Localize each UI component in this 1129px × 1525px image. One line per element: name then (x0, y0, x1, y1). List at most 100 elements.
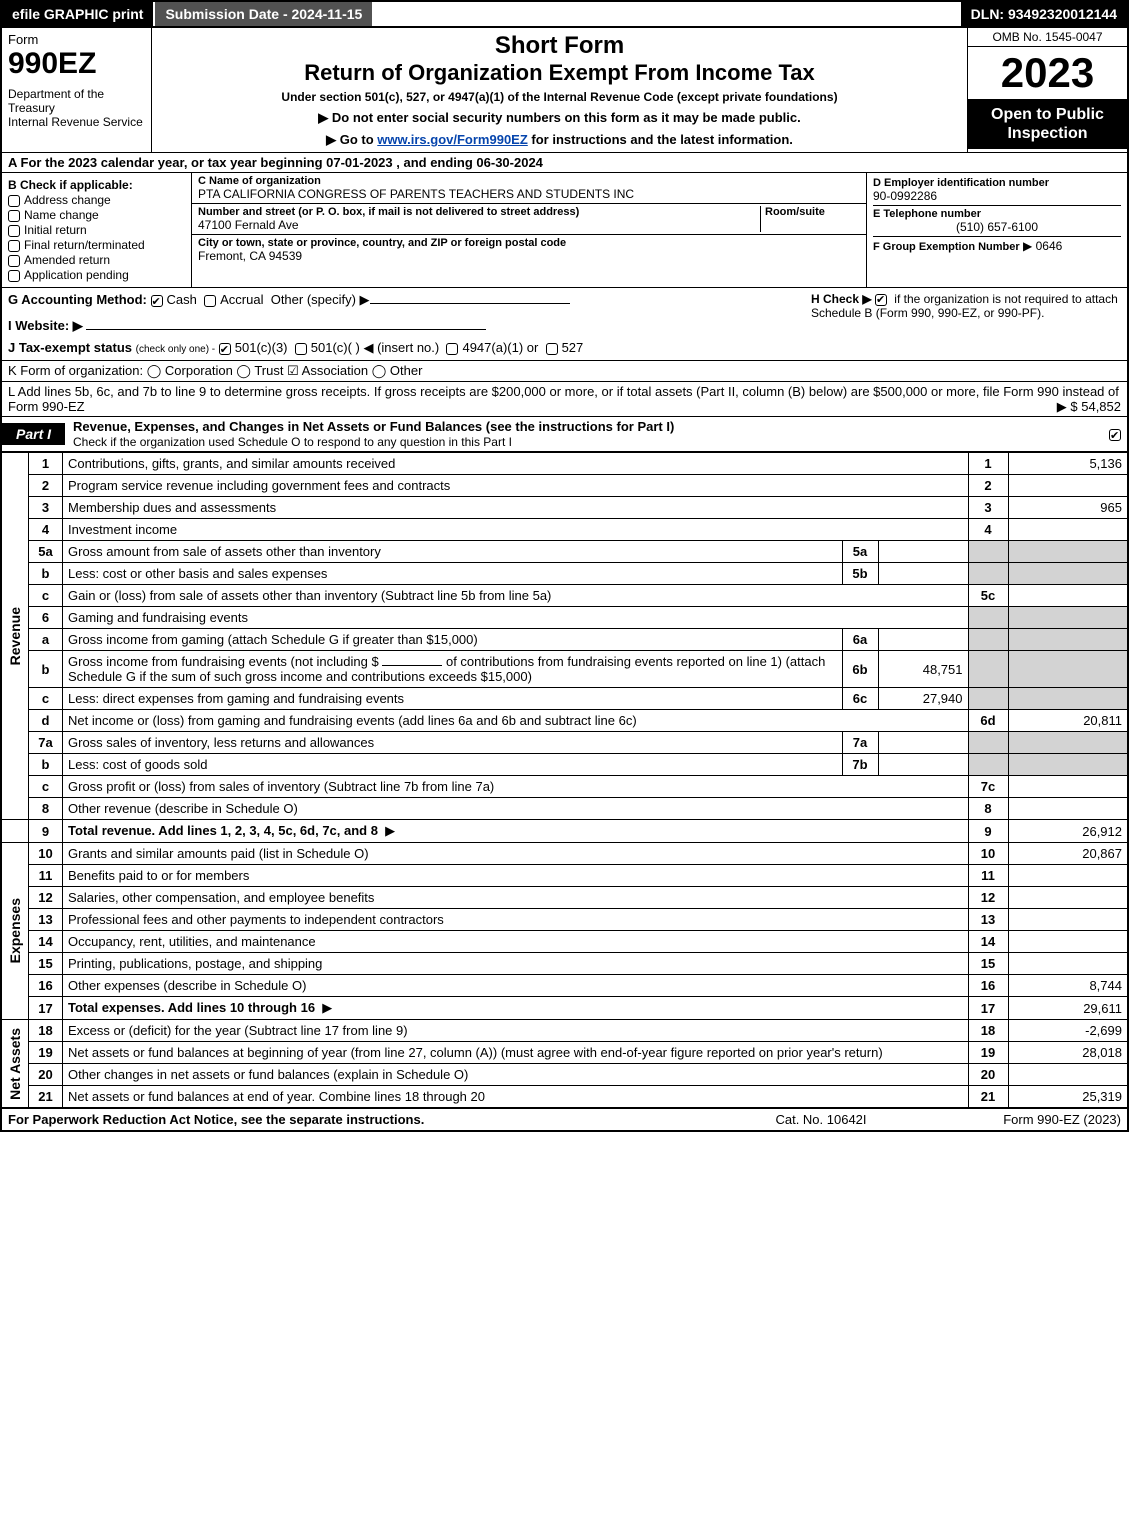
line-13-num: 13 (29, 909, 63, 931)
line-20-box: 20 (968, 1064, 1008, 1086)
instructions-link-row: ▶ Go to www.irs.gov/Form990EZ for instru… (158, 132, 961, 148)
line-5a-sval (878, 541, 968, 563)
line-6c-gray (968, 688, 1008, 710)
line-9-num: 9 (29, 820, 63, 843)
line-6-gray2 (1008, 607, 1128, 629)
vlabel-netassets: Net Assets (7, 1028, 23, 1100)
line-6b-gray (968, 651, 1008, 688)
j-label: J Tax-exempt status (8, 340, 132, 355)
line-1-num: 1 (29, 453, 63, 475)
checkbox-4947[interactable] (446, 343, 458, 355)
footer-right: Form 990-EZ (2023) (921, 1112, 1121, 1127)
line-15-amt (1008, 953, 1128, 975)
line-10-desc: Grants and similar amounts paid (list in… (68, 846, 369, 861)
checkbox-accrual[interactable] (204, 295, 216, 307)
efile-print-button[interactable]: efile GRAPHIC print (2, 2, 155, 26)
line-6b-sbox: 6b (842, 651, 878, 688)
line-2-box: 2 (968, 475, 1008, 497)
line-8-amt (1008, 798, 1128, 820)
label-name-change: Name change (24, 208, 99, 222)
checkbox-527[interactable] (546, 343, 558, 355)
row-l: L Add lines 5b, 6c, and 7b to line 9 to … (0, 382, 1129, 417)
line-6-num: 6 (29, 607, 63, 629)
checkbox-name-change[interactable] (8, 210, 20, 222)
line-20-amt (1008, 1064, 1128, 1086)
line-3-num: 3 (29, 497, 63, 519)
org-address: 47100 Fernald Ave (198, 218, 760, 232)
checkbox-amended-return[interactable] (8, 255, 20, 267)
line-5a-gray (968, 541, 1008, 563)
line-6a-desc: Gross income from gaming (attach Schedul… (68, 632, 478, 647)
line-6c-sval: 27,940 (878, 688, 968, 710)
line-4-amt (1008, 519, 1128, 541)
line-13-amt (1008, 909, 1128, 931)
omb-number: OMB No. 1545-0047 (968, 28, 1127, 47)
line-14-desc: Occupancy, rent, utilities, and maintena… (68, 934, 316, 949)
j-note: (check only one) - (136, 344, 215, 355)
grp-header: F Group Exemption Number (873, 241, 1020, 253)
line-16-num: 16 (29, 975, 63, 997)
checkbox-application-pending[interactable] (8, 270, 20, 282)
checkbox-cash[interactable] (151, 295, 163, 307)
line-1-amt: 5,136 (1008, 453, 1128, 475)
ein-value: 90-0992286 (873, 189, 1121, 203)
checkbox-address-change[interactable] (8, 195, 20, 207)
row-a-tax-year: A For the 2023 calendar year, or tax yea… (0, 153, 1129, 173)
section-ghij: G Accounting Method: Cash Accrual Other … (0, 288, 1129, 361)
line-7b-gray2 (1008, 754, 1128, 776)
footer: For Paperwork Reduction Act Notice, see … (0, 1108, 1129, 1132)
checkbox-501c3[interactable] (219, 343, 231, 355)
col-b-checkboxes: B Check if applicable: Address change Na… (2, 173, 192, 287)
checkbox-501c[interactable] (295, 343, 307, 355)
line-5a-sbox: 5a (842, 541, 878, 563)
line-7b-sbox: 7b (842, 754, 878, 776)
part1-sub: Check if the organization used Schedule … (73, 435, 512, 449)
form-title: Return of Organization Exempt From Incom… (158, 60, 961, 86)
label-501c3: 501(c)(3) (235, 340, 288, 355)
header-left: Form 990EZ Department of the Treasury In… (2, 28, 152, 152)
line-7b-sval (878, 754, 968, 776)
irs-link[interactable]: www.irs.gov/Form990EZ (377, 132, 528, 147)
line-16-box: 16 (968, 975, 1008, 997)
line-7a-sval (878, 732, 968, 754)
line-11-box: 11 (968, 865, 1008, 887)
topbar: efile GRAPHIC print Submission Date - 20… (0, 0, 1129, 28)
col-c-org-info: C Name of organization PTA CALIFORNIA CO… (192, 173, 867, 287)
addr-header: Number and street (or P. O. box, if mail… (198, 206, 760, 218)
checkbox-h[interactable] (875, 294, 887, 306)
line-10-amt: 20,867 (1008, 843, 1128, 865)
line-19-num: 19 (29, 1042, 63, 1064)
line-11-num: 11 (29, 865, 63, 887)
line-11-amt (1008, 865, 1128, 887)
label-initial-return: Initial return (24, 223, 87, 237)
line-7a-num: 7a (29, 732, 63, 754)
line-5b-sval (878, 563, 968, 585)
other-specify-input[interactable] (370, 303, 570, 304)
line-6b-blank[interactable] (382, 665, 442, 666)
line-3-amt: 965 (1008, 497, 1128, 519)
info-row: B Check if applicable: Address change Na… (0, 173, 1129, 288)
vside-blank (1, 820, 29, 843)
col-b-header: B Check if applicable: (8, 178, 185, 192)
line-6a-num: a (29, 629, 63, 651)
label-cash: Cash (167, 292, 197, 307)
label-527: 527 (562, 340, 584, 355)
line-6d-amt: 20,811 (1008, 710, 1128, 732)
line-17-amt: 29,611 (1008, 997, 1128, 1020)
tax-year: 2023 (968, 47, 1127, 99)
checkbox-schedule-o[interactable] (1109, 429, 1121, 441)
note2-post: for instructions and the latest informat… (528, 132, 793, 147)
line-18-desc: Excess or (deficit) for the year (Subtra… (68, 1023, 408, 1038)
label-amended-return: Amended return (24, 253, 110, 267)
lines-table: Revenue 1 Contributions, gifts, grants, … (0, 452, 1129, 1108)
label-4947: 4947(a)(1) or (462, 340, 538, 355)
checkbox-final-return[interactable] (8, 240, 20, 252)
line-7a-desc: Gross sales of inventory, less returns a… (68, 735, 374, 750)
line-14-box: 14 (968, 931, 1008, 953)
row-l-amount: ▶ $ 54,852 (1057, 399, 1121, 415)
checkbox-initial-return[interactable] (8, 225, 20, 237)
line-16-amt: 8,744 (1008, 975, 1128, 997)
website-input[interactable] (86, 329, 486, 330)
line-2-num: 2 (29, 475, 63, 497)
line-8-num: 8 (29, 798, 63, 820)
